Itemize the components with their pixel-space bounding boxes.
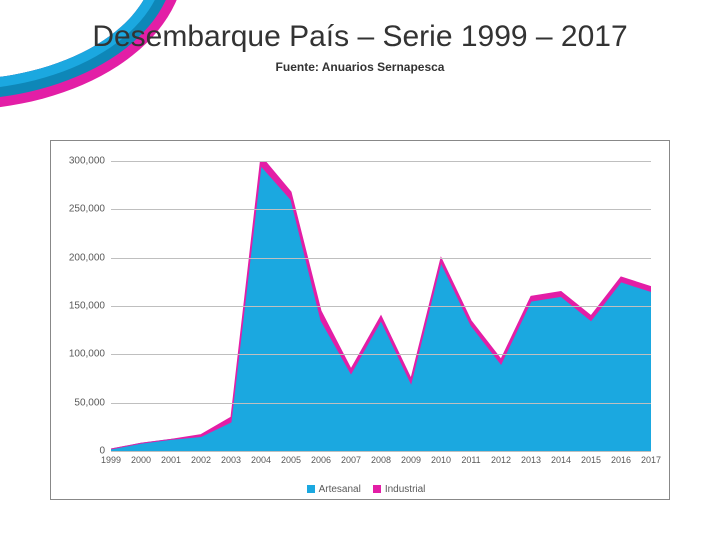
slide: Desembarque País – Serie 1999 – 2017 Fue… bbox=[0, 0, 720, 540]
x-axis-label: 2008 bbox=[371, 455, 391, 465]
page-title: Desembarque País – Serie 1999 – 2017 bbox=[0, 20, 720, 54]
x-axis-label: 2011 bbox=[461, 455, 480, 465]
x-axis-label: 2016 bbox=[611, 455, 631, 465]
x-axis-label: 2000 bbox=[131, 455, 151, 465]
x-axis-label: 2001 bbox=[161, 455, 181, 465]
legend-label: Industrial bbox=[385, 484, 426, 495]
y-axis-label: 100,000 bbox=[69, 349, 105, 360]
grid-line bbox=[111, 258, 651, 259]
x-axis-label: 2015 bbox=[581, 455, 601, 465]
chart-container: 050,000100,000150,000200,000250,000300,0… bbox=[50, 140, 670, 500]
grid-line bbox=[111, 354, 651, 355]
x-axis-label: 1999 bbox=[101, 455, 121, 465]
grid-line bbox=[111, 306, 651, 307]
x-axis-label: 2009 bbox=[401, 455, 421, 465]
x-axis-label: 2002 bbox=[191, 455, 211, 465]
x-axis-label: 2014 bbox=[551, 455, 571, 465]
x-axis-label: 2017 bbox=[641, 455, 661, 465]
y-axis-label: 300,000 bbox=[69, 156, 105, 167]
x-axis-label: 2012 bbox=[491, 455, 511, 465]
x-axis-label: 2013 bbox=[521, 455, 541, 465]
legend-swatch bbox=[307, 485, 315, 493]
legend-swatch bbox=[373, 485, 381, 493]
grid-line bbox=[111, 209, 651, 210]
y-axis-label: 250,000 bbox=[69, 204, 105, 215]
x-axis-label: 2004 bbox=[251, 455, 271, 465]
y-axis-label: 200,000 bbox=[69, 252, 105, 263]
y-axis-label: 150,000 bbox=[69, 301, 105, 312]
plot-area: 050,000100,000150,000200,000250,000300,0… bbox=[111, 161, 651, 451]
x-axis-label: 2007 bbox=[341, 455, 361, 465]
legend-label: Artesanal bbox=[319, 484, 361, 495]
x-axis-label: 2005 bbox=[281, 455, 301, 465]
grid-line bbox=[111, 403, 651, 404]
page-subtitle: Fuente: Anuarios Sernapesca bbox=[0, 60, 720, 74]
grid-line bbox=[111, 451, 651, 452]
x-axis-label: 2010 bbox=[431, 455, 451, 465]
x-axis-labels: 1999200020012002200320042005200620072008… bbox=[111, 455, 651, 469]
chart-legend: Artesanal Industrial bbox=[51, 484, 669, 495]
y-axis-label: 50,000 bbox=[74, 397, 105, 408]
grid-line bbox=[111, 161, 651, 162]
x-axis-label: 2003 bbox=[221, 455, 241, 465]
x-axis-label: 2006 bbox=[311, 455, 331, 465]
